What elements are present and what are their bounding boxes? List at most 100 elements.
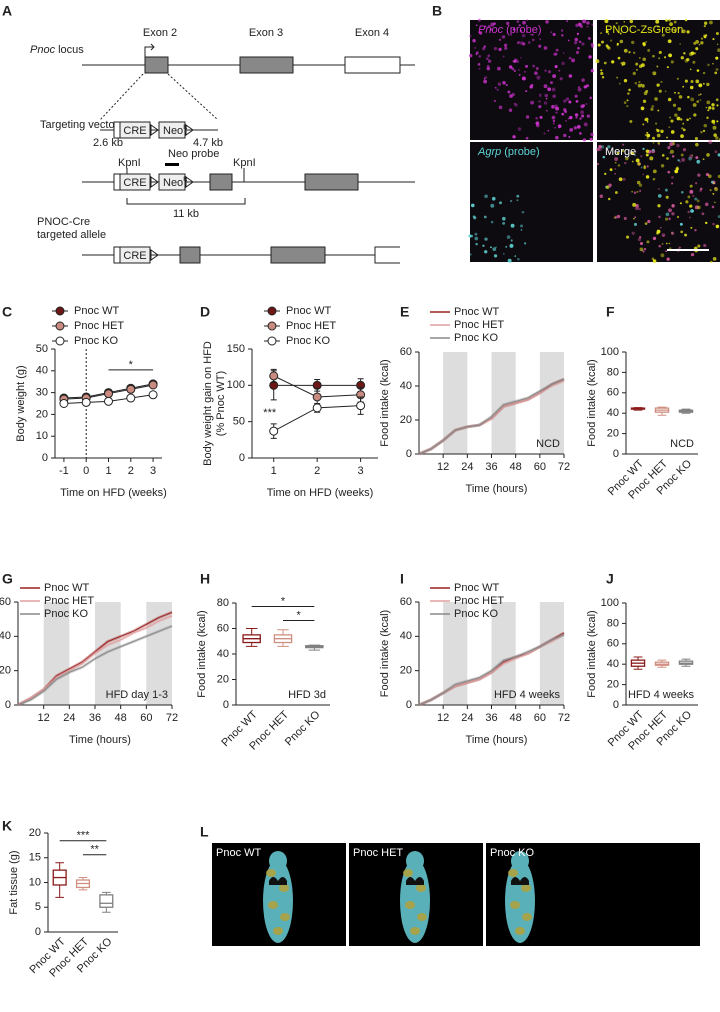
- cell: [551, 87, 556, 92]
- cell: [665, 217, 669, 221]
- cell: [631, 190, 634, 193]
- legend-label: Pnoc KO: [44, 608, 88, 620]
- y-tick-label: 10: [36, 430, 48, 442]
- cell: [590, 132, 594, 137]
- cell: [645, 175, 650, 179]
- cell: [671, 231, 675, 236]
- cell: [687, 210, 690, 214]
- cell: [503, 43, 508, 47]
- cell: [652, 136, 656, 140]
- cell: [516, 257, 520, 261]
- scan-image: Pnoc KO: [486, 843, 700, 946]
- cell: [706, 116, 709, 119]
- cell: [620, 62, 623, 64]
- cell: [490, 220, 494, 224]
- cell: [703, 25, 706, 28]
- cell: [665, 242, 668, 245]
- note: HFD 3d: [288, 689, 326, 701]
- cell: [513, 102, 516, 105]
- legend-label: Pnoc HET: [454, 319, 504, 331]
- significance: *: [281, 595, 286, 607]
- cell: [497, 82, 502, 86]
- cell: [711, 106, 715, 110]
- cell: [565, 119, 567, 122]
- x-tick-label: 2: [314, 465, 320, 477]
- cell: [484, 237, 488, 241]
- cell: [513, 69, 517, 73]
- point: [126, 393, 136, 403]
- cell: [554, 104, 558, 108]
- cell: [477, 18, 481, 22]
- cell: [554, 52, 558, 56]
- panel-label: D: [200, 304, 210, 320]
- cell: [525, 64, 528, 68]
- cell: [695, 79, 700, 84]
- cell: [577, 46, 580, 50]
- lox: [150, 249, 159, 261]
- cell: [655, 19, 660, 24]
- cell: [502, 221, 506, 225]
- cell: [715, 56, 719, 60]
- cell: [716, 43, 719, 46]
- cell: [520, 56, 522, 59]
- y-tick-label: 0: [406, 699, 412, 711]
- cell: [633, 217, 635, 220]
- y-tick-label: 40: [0, 630, 11, 642]
- whisker: [55, 862, 64, 898]
- cell: [706, 100, 711, 105]
- dark-period: [491, 602, 516, 705]
- cell: [641, 84, 645, 88]
- legend-marker: [55, 321, 65, 331]
- cell: [696, 199, 700, 203]
- cell: [519, 29, 522, 33]
- cell: [661, 243, 664, 245]
- image-background: [470, 142, 593, 262]
- cell: [712, 125, 717, 130]
- cell: [600, 145, 605, 149]
- cell: [715, 136, 719, 140]
- cell: [535, 116, 538, 120]
- panel-label: G: [2, 571, 13, 587]
- cell: [487, 25, 491, 28]
- cell: [666, 257, 670, 261]
- cell: [563, 99, 567, 103]
- cell: [539, 95, 542, 98]
- cell: [702, 158, 705, 161]
- cell: [629, 120, 633, 124]
- fat-patch: [515, 927, 525, 935]
- cell: [675, 167, 679, 171]
- cell: [483, 77, 486, 80]
- series-line: [418, 378, 565, 455]
- cell: [502, 81, 506, 85]
- cell: [614, 167, 617, 170]
- point: [312, 392, 322, 402]
- cell: [717, 153, 720, 157]
- cell: [660, 80, 663, 84]
- cell: [709, 189, 712, 192]
- point: [81, 397, 91, 407]
- y-tick-label: 40: [400, 630, 412, 642]
- whisker: [681, 658, 691, 667]
- cell: [576, 32, 580, 36]
- y-tick-label: 100: [601, 346, 619, 358]
- cell: [657, 187, 660, 191]
- cell: [590, 43, 594, 47]
- cell: [706, 82, 710, 87]
- cell: [689, 154, 694, 159]
- y-tick-label: 80: [217, 597, 229, 609]
- cell: [715, 68, 719, 71]
- cell: [561, 34, 564, 37]
- organ: [269, 877, 287, 885]
- x-tick-label: 36: [89, 712, 101, 724]
- cell: [690, 252, 695, 257]
- cell: [646, 240, 650, 244]
- exon: [179, 246, 201, 264]
- vector-label: Targeting vector: [40, 119, 119, 131]
- legend-marker: [55, 306, 65, 316]
- cell: [713, 133, 717, 137]
- cell: [651, 148, 655, 152]
- cell: [642, 147, 645, 151]
- cell: [676, 215, 680, 219]
- cell: [506, 235, 511, 239]
- cell: [477, 63, 481, 66]
